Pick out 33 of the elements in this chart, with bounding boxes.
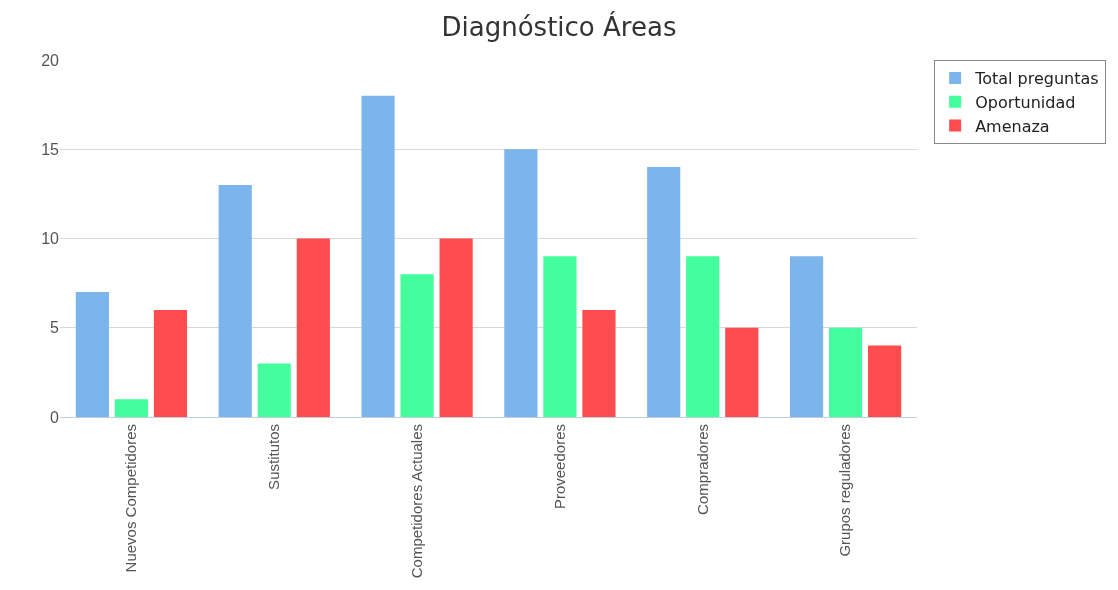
- y-tick-label: 10: [41, 230, 60, 248]
- bar: [828, 327, 863, 417]
- bar: [543, 256, 577, 417]
- x-tick-label: Proveedores: [550, 424, 568, 510]
- bar: [582, 309, 616, 417]
- x-tick-label: Sustitutos: [265, 424, 283, 490]
- y-tick-label: 0: [50, 408, 60, 426]
- y-tick-label: 15: [41, 140, 60, 158]
- legend-label: Oportunidad: [975, 92, 1076, 112]
- x-tick-label: Competidores Actuales: [407, 424, 425, 579]
- x-tick-label: Compradores: [693, 424, 711, 515]
- bar: [868, 345, 902, 417]
- bar: [647, 167, 681, 417]
- y-tick-label: 20: [41, 51, 60, 69]
- bar: [789, 256, 824, 417]
- bar: [686, 256, 720, 417]
- x-tick-label: Nuevos Competidores: [122, 424, 140, 573]
- bar: [218, 184, 252, 417]
- bar: [257, 363, 291, 417]
- bar: [504, 149, 538, 417]
- x-tick-label: Grupos reguladores: [836, 424, 854, 557]
- y-tick-label: 5: [50, 319, 60, 337]
- bar: [439, 238, 473, 417]
- bar: [725, 327, 759, 417]
- bar: [153, 309, 188, 417]
- bar: [114, 399, 149, 417]
- bar: [400, 274, 434, 417]
- legend-label: Total preguntas: [974, 69, 1099, 89]
- chart-title: Diagnóstico Áreas: [441, 10, 677, 42]
- bar: [361, 95, 395, 417]
- legend-label: Amenaza: [975, 116, 1050, 136]
- bar: [75, 292, 109, 417]
- bar: [296, 238, 330, 417]
